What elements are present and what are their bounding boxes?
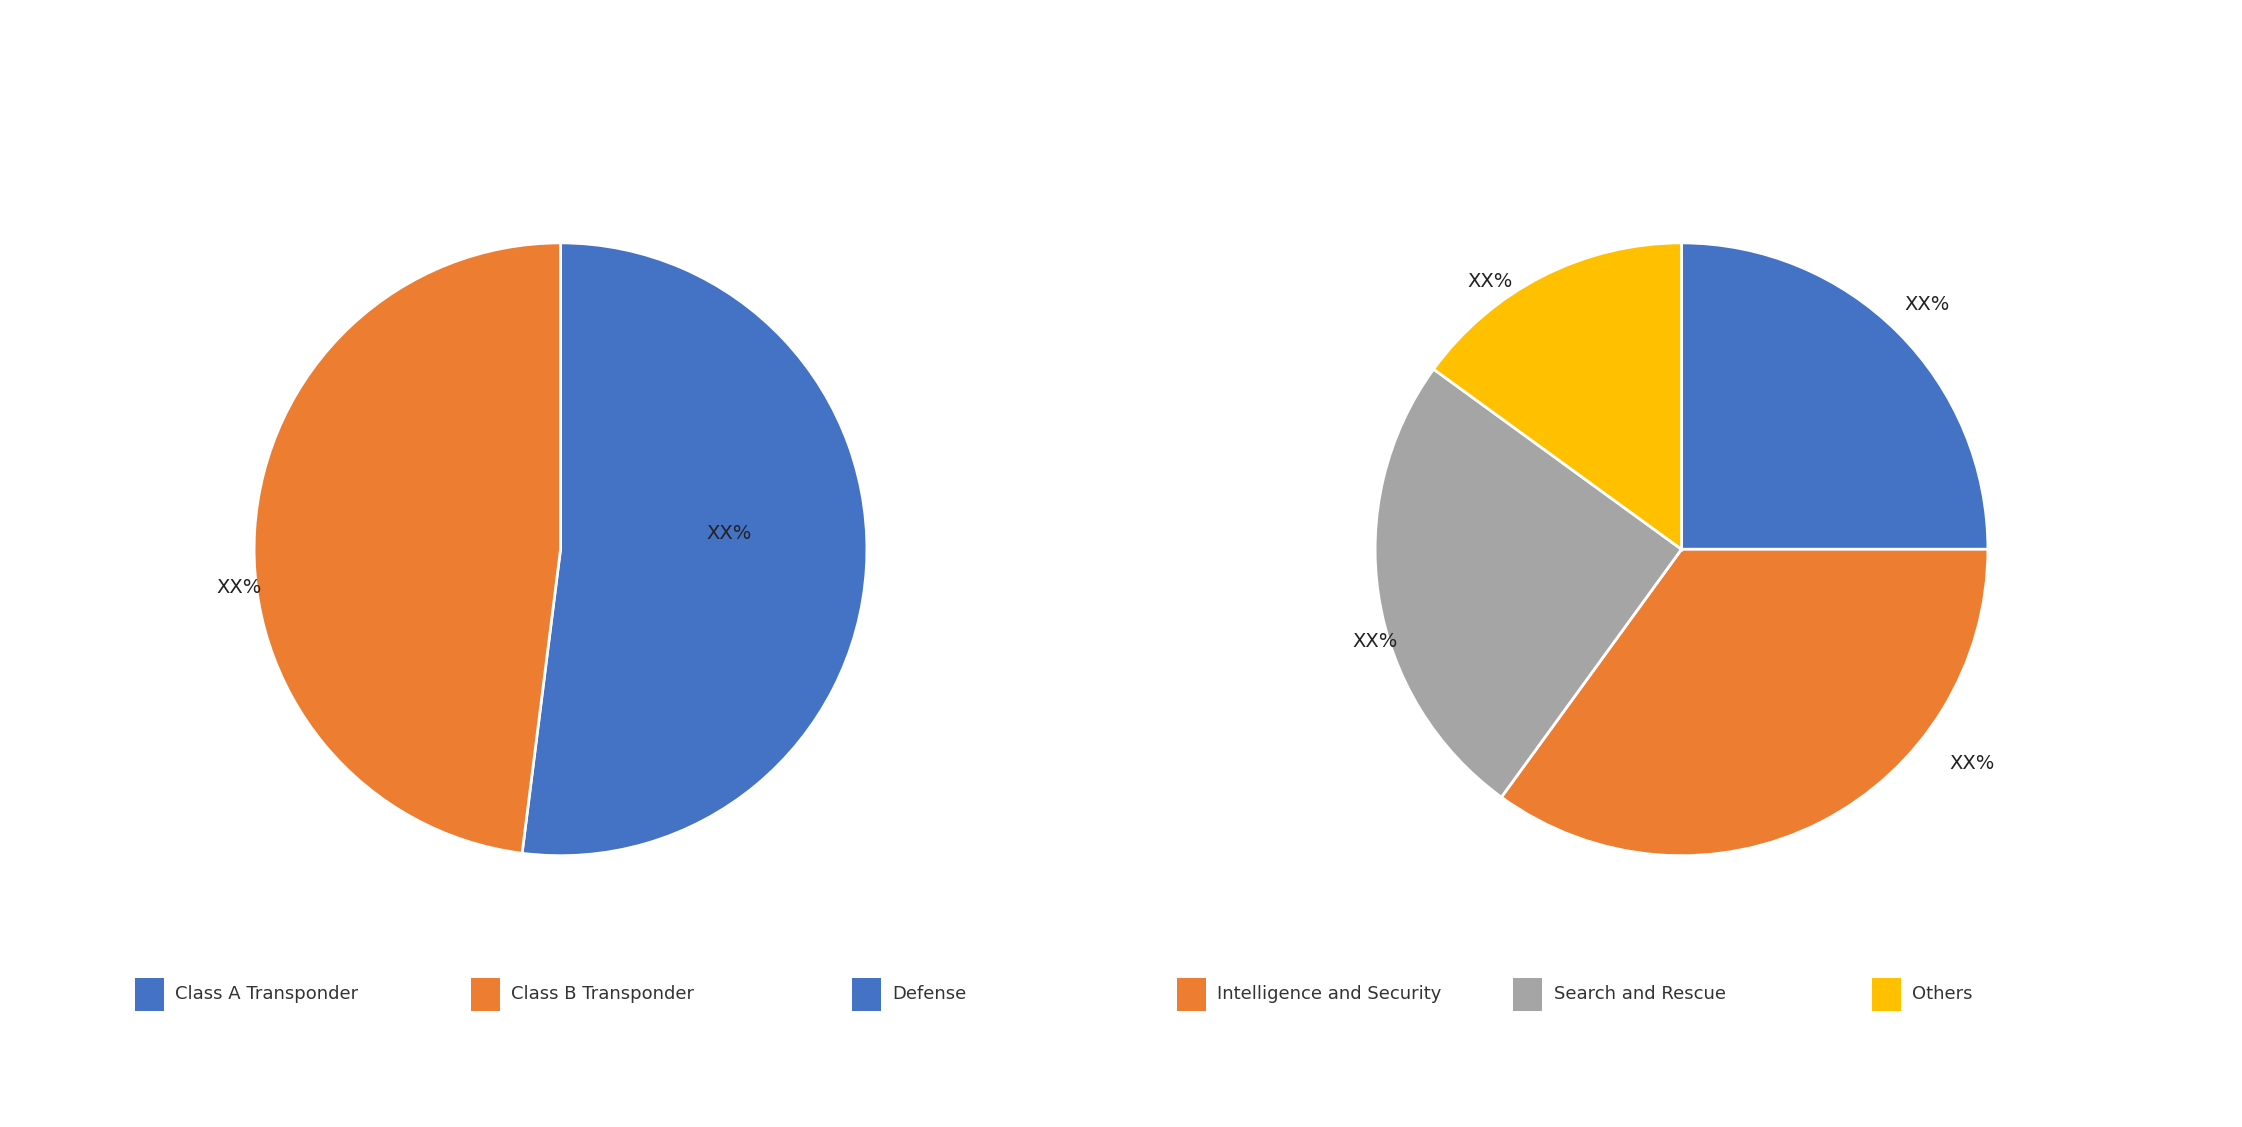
Bar — [135, 978, 164, 1011]
Text: Class A Transponder: Class A Transponder — [175, 985, 359, 1003]
Text: Email: sales@theindustrystats.com: Email: sales@theindustrystats.com — [944, 1077, 1298, 1095]
Text: Others: Others — [1912, 985, 1973, 1003]
Wedge shape — [1682, 243, 1989, 549]
Text: XX%: XX% — [1352, 632, 1397, 650]
Bar — [852, 978, 881, 1011]
Wedge shape — [253, 243, 560, 853]
Text: Website: www.theindustrystats.com: Website: www.theindustrystats.com — [1847, 1077, 2215, 1095]
Text: Defense: Defense — [892, 985, 966, 1003]
Text: XX%: XX% — [1903, 294, 1948, 313]
Bar — [1513, 978, 1542, 1011]
Wedge shape — [522, 243, 868, 855]
Text: Source: Theindustrystats Analysis: Source: Theindustrystats Analysis — [27, 1077, 372, 1095]
Bar — [1177, 978, 1206, 1011]
Text: XX%: XX% — [1951, 754, 1995, 773]
Bar — [1872, 978, 1901, 1011]
Text: XX%: XX% — [706, 524, 751, 543]
Text: Fig. Global Satellite AIS (Automatic Identification System) Market Share by Prod: Fig. Global Satellite AIS (Automatic Ide… — [27, 30, 1231, 56]
Wedge shape — [1502, 549, 1989, 855]
Text: Search and Rescue: Search and Rescue — [1554, 985, 1726, 1003]
Text: Application: Application — [27, 98, 175, 125]
Text: XX%: XX% — [215, 578, 262, 597]
Wedge shape — [1433, 243, 1682, 549]
Text: Class B Transponder: Class B Transponder — [511, 985, 695, 1003]
Text: Intelligence and Security: Intelligence and Security — [1217, 985, 1442, 1003]
Text: XX%: XX% — [1466, 272, 1513, 291]
Wedge shape — [1374, 370, 1682, 797]
Bar — [471, 978, 500, 1011]
